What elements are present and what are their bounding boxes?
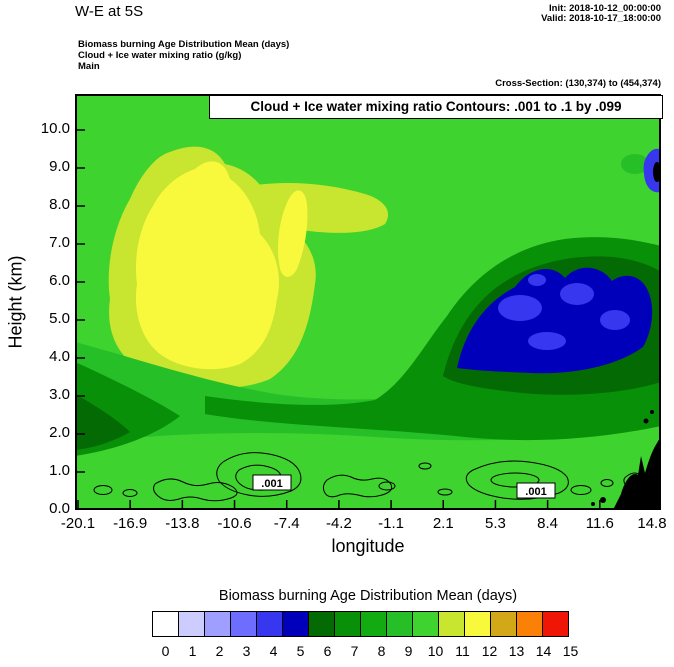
x-tick-label: -1.1 [378, 515, 404, 532]
x-tick-label: 2.1 [432, 515, 454, 532]
age-11-halo-arm [235, 182, 389, 233]
y-tick-label: 1.0 [49, 462, 70, 479]
colorbar-tick-label: 14 [535, 643, 552, 659]
age-9-edge-smudge [621, 154, 649, 174]
terrain-spot [591, 502, 595, 506]
colorbar-cell [464, 611, 491, 637]
colorbar-tick-label: 9 [404, 643, 413, 659]
colorbar-cell [308, 611, 335, 637]
field-description-block: Biomass burning Age Distribution Mean (d… [78, 39, 289, 72]
colorbar-cell [204, 611, 231, 637]
colorbar-cell [178, 611, 205, 637]
valid-time-label: Valid: 2018-10-17_18:00:00 [541, 13, 661, 24]
x-tick-label: -20.1 [60, 515, 96, 532]
colorbar-cell [516, 611, 543, 637]
y-tick-label: 5.0 [49, 310, 70, 327]
colorbar-cell [360, 611, 387, 637]
colorbar-tick-label: 5 [296, 643, 305, 659]
y-tick-label: 0.0 [49, 500, 70, 517]
age-4-pocket [560, 283, 594, 305]
x-tick-label: 11.6 [585, 515, 614, 532]
y-tick-label: 8.0 [49, 196, 70, 213]
x-axis-label: longitude [331, 536, 405, 556]
age-12-plume-spike [278, 190, 308, 277]
colorbar [152, 611, 569, 637]
colorbar-tick-label: 13 [508, 643, 525, 659]
x-tick-label: -16.9 [113, 515, 148, 532]
colorbar-cell [438, 611, 465, 637]
age-4-pocket [498, 295, 542, 321]
contour-label-text: .001 [261, 478, 282, 490]
y-tick-label: 4.0 [49, 348, 70, 365]
colorbar-tick-label: 7 [350, 643, 359, 659]
colorbar-cell [542, 611, 569, 637]
age-5-navy-core [457, 267, 653, 374]
age-4-pocket [528, 332, 566, 350]
x-tick-label: -13.8 [165, 515, 200, 532]
colorbar-tick-label: 2 [215, 643, 224, 659]
contour-label-text: .001 [525, 486, 546, 498]
age-4-pocket [528, 274, 546, 286]
y-axis-label: Height (km) [5, 255, 26, 349]
colorbar-cell [152, 611, 179, 637]
terrain-spot [600, 497, 606, 503]
terrain-black [613, 436, 661, 510]
colorbar-tick-label: 15 [562, 643, 579, 659]
colorbar-tick-label: 10 [427, 643, 444, 659]
terrain-spot [643, 418, 649, 424]
age-6-left-corner [75, 394, 130, 450]
colorbar-title: Biomass burning Age Distribution Mean (d… [218, 588, 518, 604]
field-line-cloud: Cloud + Ice water mixing ratio (g/kg) [78, 50, 242, 61]
x-tick-label: 5.3 [485, 515, 506, 532]
field-line-age: Biomass burning Age Distribution Mean (d… [78, 39, 290, 50]
contour-info-box: Cloud + Ice water mixing ratio Contours:… [209, 95, 663, 119]
colorbar-cell [282, 611, 309, 637]
age-4-pocket [600, 310, 630, 330]
contour-label-box: .001 [252, 474, 292, 491]
x-tick-label: 14.8 [637, 515, 667, 532]
colorbar-tick-label: 0 [161, 643, 170, 659]
y-tick-label: 6.0 [49, 272, 70, 289]
colorbar-cell [386, 611, 413, 637]
terrain-spot [650, 410, 654, 414]
colorbar-cell [490, 611, 517, 637]
field-line-domain: Main [78, 61, 100, 72]
y-tick-label: 9.0 [49, 158, 70, 175]
colorbar-tick-label: 11 [455, 643, 470, 659]
colorbar-cell [256, 611, 283, 637]
x-tick-label: 8.4 [537, 515, 559, 532]
colorbar-cell [412, 611, 439, 637]
colorbar-tick-label: 1 [188, 643, 197, 659]
axis-tick-marks [76, 129, 653, 510]
colorbar-tick-label: 12 [481, 643, 498, 659]
x-tick-label: -10.6 [217, 515, 252, 532]
x-tick-label: -7.4 [273, 515, 300, 532]
age-12-plume [135, 161, 280, 370]
page-title: W-E at 5S [75, 3, 144, 20]
cross-section-coords-label: Cross-Section: (130,374) to (454,374) [495, 78, 661, 89]
colorbar-cell [334, 611, 361, 637]
y-tick-label: 7.0 [49, 234, 70, 251]
colorbar-tick-label: 3 [242, 643, 251, 659]
cross-section-plot: .001 .001 [75, 94, 661, 510]
y-tick-label: 10.0 [40, 120, 70, 137]
x-tick-label: -4.2 [325, 515, 352, 532]
y-tick-label: 3.0 [49, 386, 70, 403]
colorbar-cell [230, 611, 257, 637]
y-tick-label: 2.0 [49, 424, 70, 441]
colorbar-tick-label: 4 [269, 643, 278, 659]
colorbar-tick-label: 8 [377, 643, 386, 659]
init-time-label: Init: 2018-10-12_00:00:00 [549, 3, 661, 14]
colorbar-tick-label: 6 [323, 643, 332, 659]
contour-label-box: .001 [516, 482, 556, 499]
